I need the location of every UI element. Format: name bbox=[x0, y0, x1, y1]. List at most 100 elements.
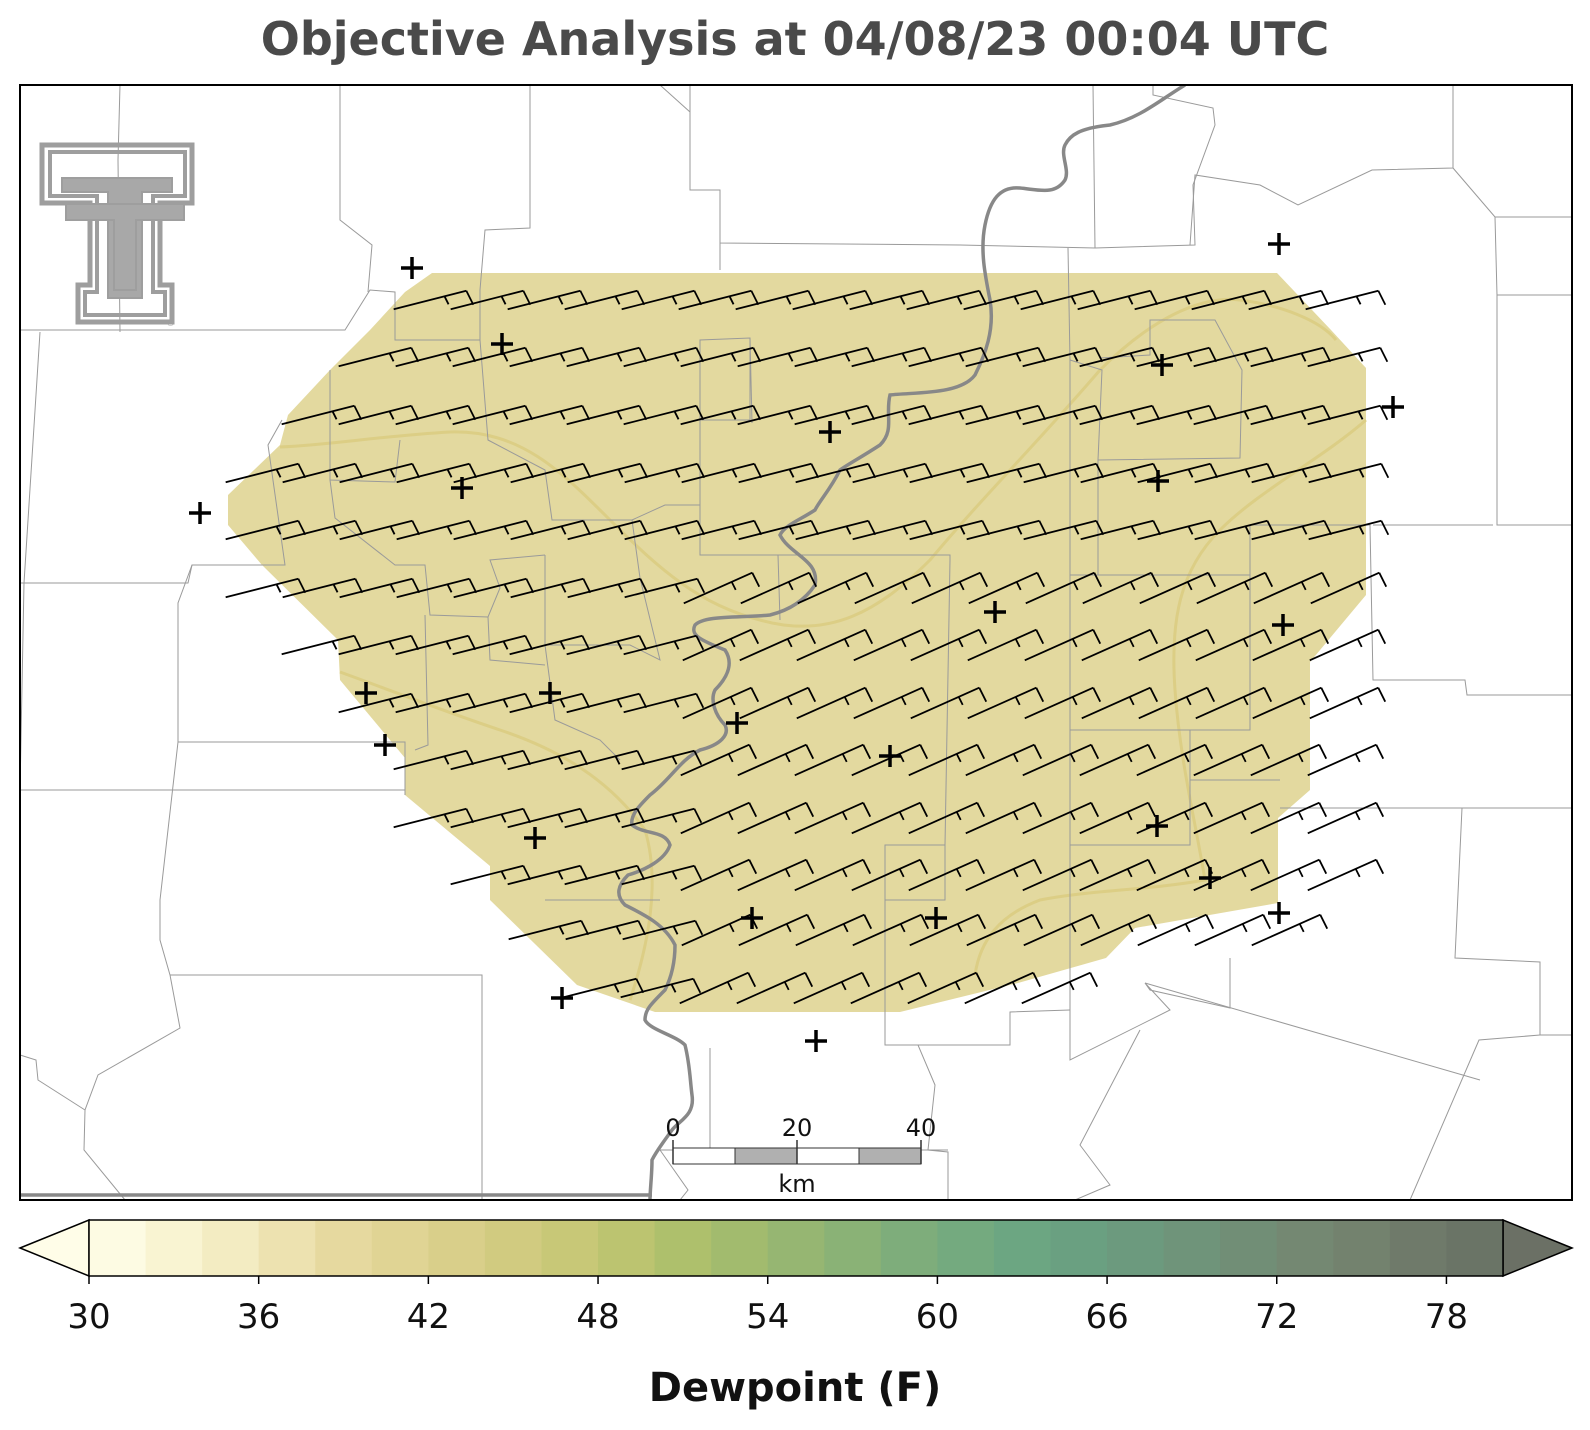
plus-icon bbox=[1147, 470, 1169, 492]
colorbar-swatch bbox=[1163, 1220, 1221, 1276]
wind-barb bbox=[1081, 686, 1159, 720]
plus-icon bbox=[1382, 396, 1404, 418]
wind-barb bbox=[1196, 571, 1274, 605]
wind-barb bbox=[794, 743, 872, 777]
wind-barb bbox=[1079, 346, 1161, 368]
svg-text:®: ® bbox=[166, 319, 175, 329]
wind-barb bbox=[966, 913, 1044, 947]
plus-icon bbox=[539, 682, 561, 704]
texas-tech-double-t-logo: ® bbox=[39, 142, 195, 329]
wind-barb bbox=[623, 634, 705, 656]
wind-barb bbox=[853, 628, 931, 662]
wind-barb bbox=[1250, 858, 1328, 892]
wind-barb bbox=[567, 519, 649, 541]
station-markers bbox=[189, 233, 1404, 1052]
wind-barb bbox=[508, 919, 590, 941]
wind-barb bbox=[395, 346, 477, 368]
colorbar-swatch bbox=[1389, 1220, 1447, 1276]
wind-barb bbox=[624, 519, 706, 541]
wind-barb bbox=[1136, 801, 1214, 835]
wind-barb bbox=[1251, 913, 1329, 947]
plus-icon bbox=[1146, 815, 1168, 837]
wind-barb bbox=[678, 289, 760, 311]
wind-barb bbox=[852, 462, 934, 484]
colorbar-swatch bbox=[541, 1220, 599, 1276]
colorbar-swatch bbox=[371, 1220, 429, 1276]
plus-icon bbox=[805, 1030, 827, 1052]
wind-barb bbox=[620, 977, 702, 999]
wind-barb bbox=[737, 404, 819, 426]
wind-barb bbox=[795, 913, 873, 947]
wind-barb bbox=[453, 462, 535, 484]
wind-barb bbox=[282, 519, 364, 541]
map-frame bbox=[19, 84, 1573, 1201]
wind-barb bbox=[1252, 686, 1330, 720]
plus-icon bbox=[741, 907, 763, 929]
wind-barb bbox=[1024, 686, 1102, 720]
wind-barb bbox=[450, 864, 532, 886]
plus-icon bbox=[726, 712, 748, 734]
wind-barb bbox=[393, 749, 475, 771]
wind-barb bbox=[507, 289, 589, 311]
wind-barb bbox=[1022, 858, 1100, 892]
plus-icon bbox=[1272, 614, 1294, 636]
wind-barb bbox=[1079, 801, 1157, 835]
wind-barb bbox=[965, 801, 1043, 835]
wind-barb bbox=[906, 289, 988, 311]
wind-barb bbox=[564, 807, 646, 829]
plus-icon bbox=[451, 477, 473, 499]
colorbar-swatch bbox=[598, 1220, 656, 1276]
wind-barb bbox=[1307, 404, 1389, 426]
wind-barb bbox=[737, 858, 815, 892]
wind-barb bbox=[738, 913, 816, 947]
wind-barb bbox=[851, 404, 933, 426]
wind-barb bbox=[680, 743, 758, 777]
colorbar-swatch bbox=[1276, 1220, 1334, 1276]
wind-barb bbox=[395, 634, 477, 656]
colorbar-tick-label: 42 bbox=[407, 1297, 450, 1337]
dewpoint-contours bbox=[279, 297, 1367, 1001]
colorbar-label: Dewpoint (F) bbox=[648, 1365, 942, 1411]
wind-barb bbox=[739, 628, 817, 662]
wind-barb bbox=[566, 692, 648, 714]
wind-barb bbox=[1193, 346, 1275, 368]
wind-barb bbox=[1139, 571, 1217, 605]
wind-barb bbox=[1195, 628, 1273, 662]
wind-barb bbox=[908, 858, 986, 892]
wind-barb bbox=[1309, 628, 1387, 662]
wind-barb bbox=[963, 289, 1045, 311]
plus-icon bbox=[819, 421, 841, 443]
colorbar-tick-label: 60 bbox=[916, 1297, 959, 1337]
wind-barb bbox=[851, 858, 929, 892]
wind-barb bbox=[1023, 462, 1105, 484]
wind-barb bbox=[564, 749, 646, 771]
wind-barb bbox=[738, 519, 820, 541]
wind-barb bbox=[796, 686, 874, 720]
wind-barb bbox=[339, 462, 421, 484]
wind-barb bbox=[1193, 404, 1275, 426]
wind-barb bbox=[965, 743, 1043, 777]
wind-barb bbox=[509, 634, 591, 656]
wind-barb bbox=[1079, 858, 1157, 892]
plus-icon bbox=[374, 734, 396, 756]
wind-barb bbox=[794, 858, 872, 892]
wind-barb bbox=[908, 404, 990, 426]
wind-barb bbox=[338, 346, 420, 368]
colorbar-tick-label: 36 bbox=[237, 1297, 280, 1337]
wind-barb bbox=[453, 577, 535, 599]
wind-barb bbox=[452, 346, 534, 368]
wind-barb bbox=[908, 801, 986, 835]
wind-barb bbox=[794, 801, 872, 835]
wind-barb bbox=[566, 404, 648, 426]
wind-barb bbox=[509, 404, 591, 426]
wind-barb bbox=[281, 634, 363, 656]
wind-barb bbox=[396, 577, 478, 599]
colorbar-swatch bbox=[1446, 1220, 1504, 1276]
colorbar: 30 36 42 48 54 60 66 72 78 bbox=[18, 1218, 1574, 1337]
wind-barb bbox=[566, 346, 648, 368]
scale-label-20: 20 bbox=[782, 1114, 813, 1142]
wind-barb bbox=[1308, 519, 1390, 541]
wind-barb bbox=[849, 289, 931, 311]
wind-barb bbox=[740, 571, 818, 605]
